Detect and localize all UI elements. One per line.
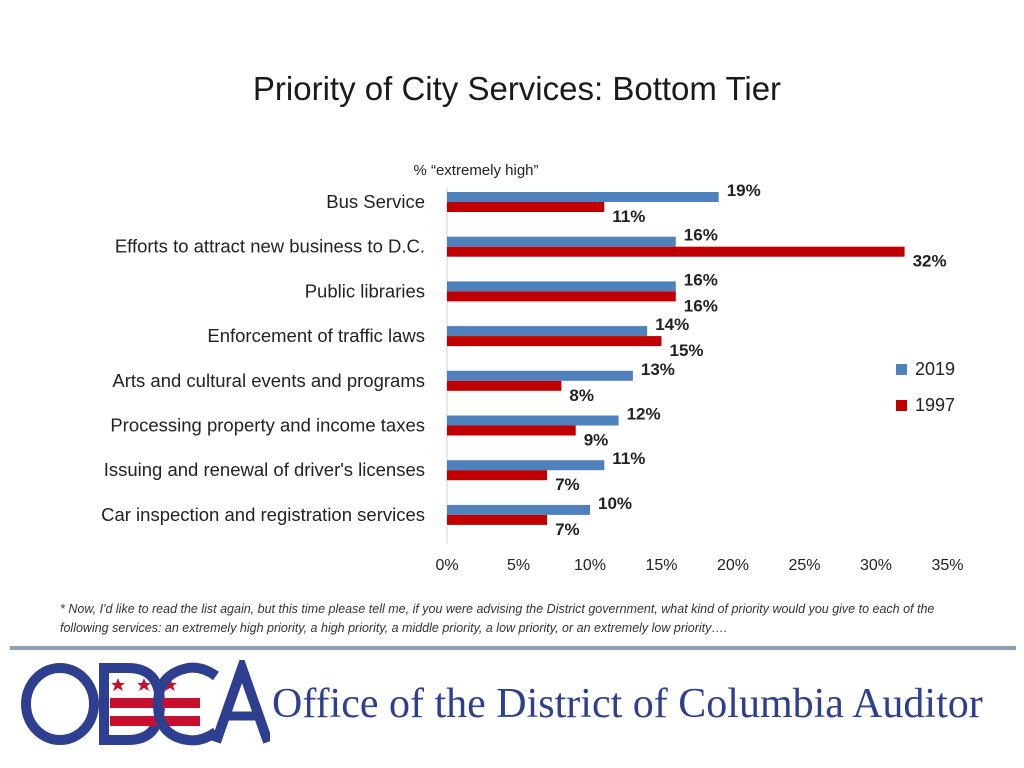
bar-chart: % “extremely high” Bus Service 19% 11% Effor…: [101, 162, 963, 574]
data-label-2019: 16%: [684, 270, 718, 289]
category-label: Car inspection and registration services: [101, 504, 425, 525]
category-label: Issuing and renewal of driver's licenses: [104, 459, 425, 480]
data-label-2019: 19%: [727, 181, 761, 200]
bar-2019: [447, 504, 590, 515]
org-name: Office of the District of Columbia Audit…: [272, 681, 983, 727]
odca-logo: [21, 660, 270, 746]
bar-2019: [447, 192, 719, 202]
bar-2019: [447, 370, 633, 381]
category-label: Processing property and income taxes: [110, 415, 425, 436]
data-label-1997: 8%: [569, 386, 594, 405]
data-label-2019: 13%: [641, 360, 675, 379]
data-label-1997: 11%: [612, 207, 645, 226]
bar-2019: [447, 415, 619, 426]
category-label: Bus Service: [326, 191, 425, 212]
data-label-2019: 16%: [684, 226, 718, 245]
bar-1997: [447, 336, 662, 347]
bar-1997: [447, 380, 562, 391]
category-label: Enforcement of traffic laws: [207, 325, 425, 346]
data-label-2019: 14%: [655, 315, 689, 334]
data-label-1997: 15%: [670, 341, 704, 360]
category-label: Efforts to attract new business to D.C.: [115, 236, 425, 257]
chart-subtitle: % “extremely high”: [413, 162, 538, 179]
chart-title: Priority of City Services: Bottom Tier: [252, 70, 782, 107]
x-tick-label: 5%: [507, 557, 530, 574]
bar-2019: [447, 326, 648, 337]
bar-2019: [447, 281, 676, 292]
legend-label-1997: 1997: [915, 395, 955, 415]
x-tick-label: 10%: [574, 557, 606, 574]
legend-label-2019: 2019: [915, 359, 955, 379]
bar-1997: [447, 470, 548, 481]
x-tick-label: 20%: [717, 557, 749, 574]
x-tick-label: 35%: [931, 557, 963, 574]
bar-1997: [447, 514, 548, 525]
data-label-2019: 10%: [598, 494, 632, 513]
footnote: * Now, I'd like to read the list again, …: [60, 602, 935, 635]
bar-2019: [447, 460, 605, 471]
data-label-1997: 32%: [913, 252, 947, 271]
category-label: Public libraries: [305, 280, 425, 301]
bar-1997: [447, 246, 905, 257]
x-tick-label: 15%: [645, 557, 677, 574]
bar-2019: [447, 236, 676, 247]
data-label-2019: 11%: [612, 449, 645, 468]
data-label-1997: 7%: [555, 520, 580, 539]
data-label-1997: 16%: [684, 296, 718, 315]
bar-1997: [447, 425, 576, 436]
data-label-1997: 7%: [555, 475, 580, 494]
category-label: Arts and cultural events and programs: [112, 370, 425, 391]
x-tick-label: 0%: [435, 557, 458, 574]
divider-rule: [10, 646, 1016, 650]
legend-swatch-2019: [896, 364, 907, 375]
bar-1997: [447, 291, 676, 302]
bar-1997: [447, 202, 605, 212]
x-tick-label: 25%: [788, 557, 820, 574]
data-label-1997: 9%: [584, 431, 609, 450]
legend-swatch-1997: [896, 400, 907, 411]
data-label-2019: 12%: [627, 405, 661, 424]
x-tick-label: 30%: [860, 557, 892, 574]
